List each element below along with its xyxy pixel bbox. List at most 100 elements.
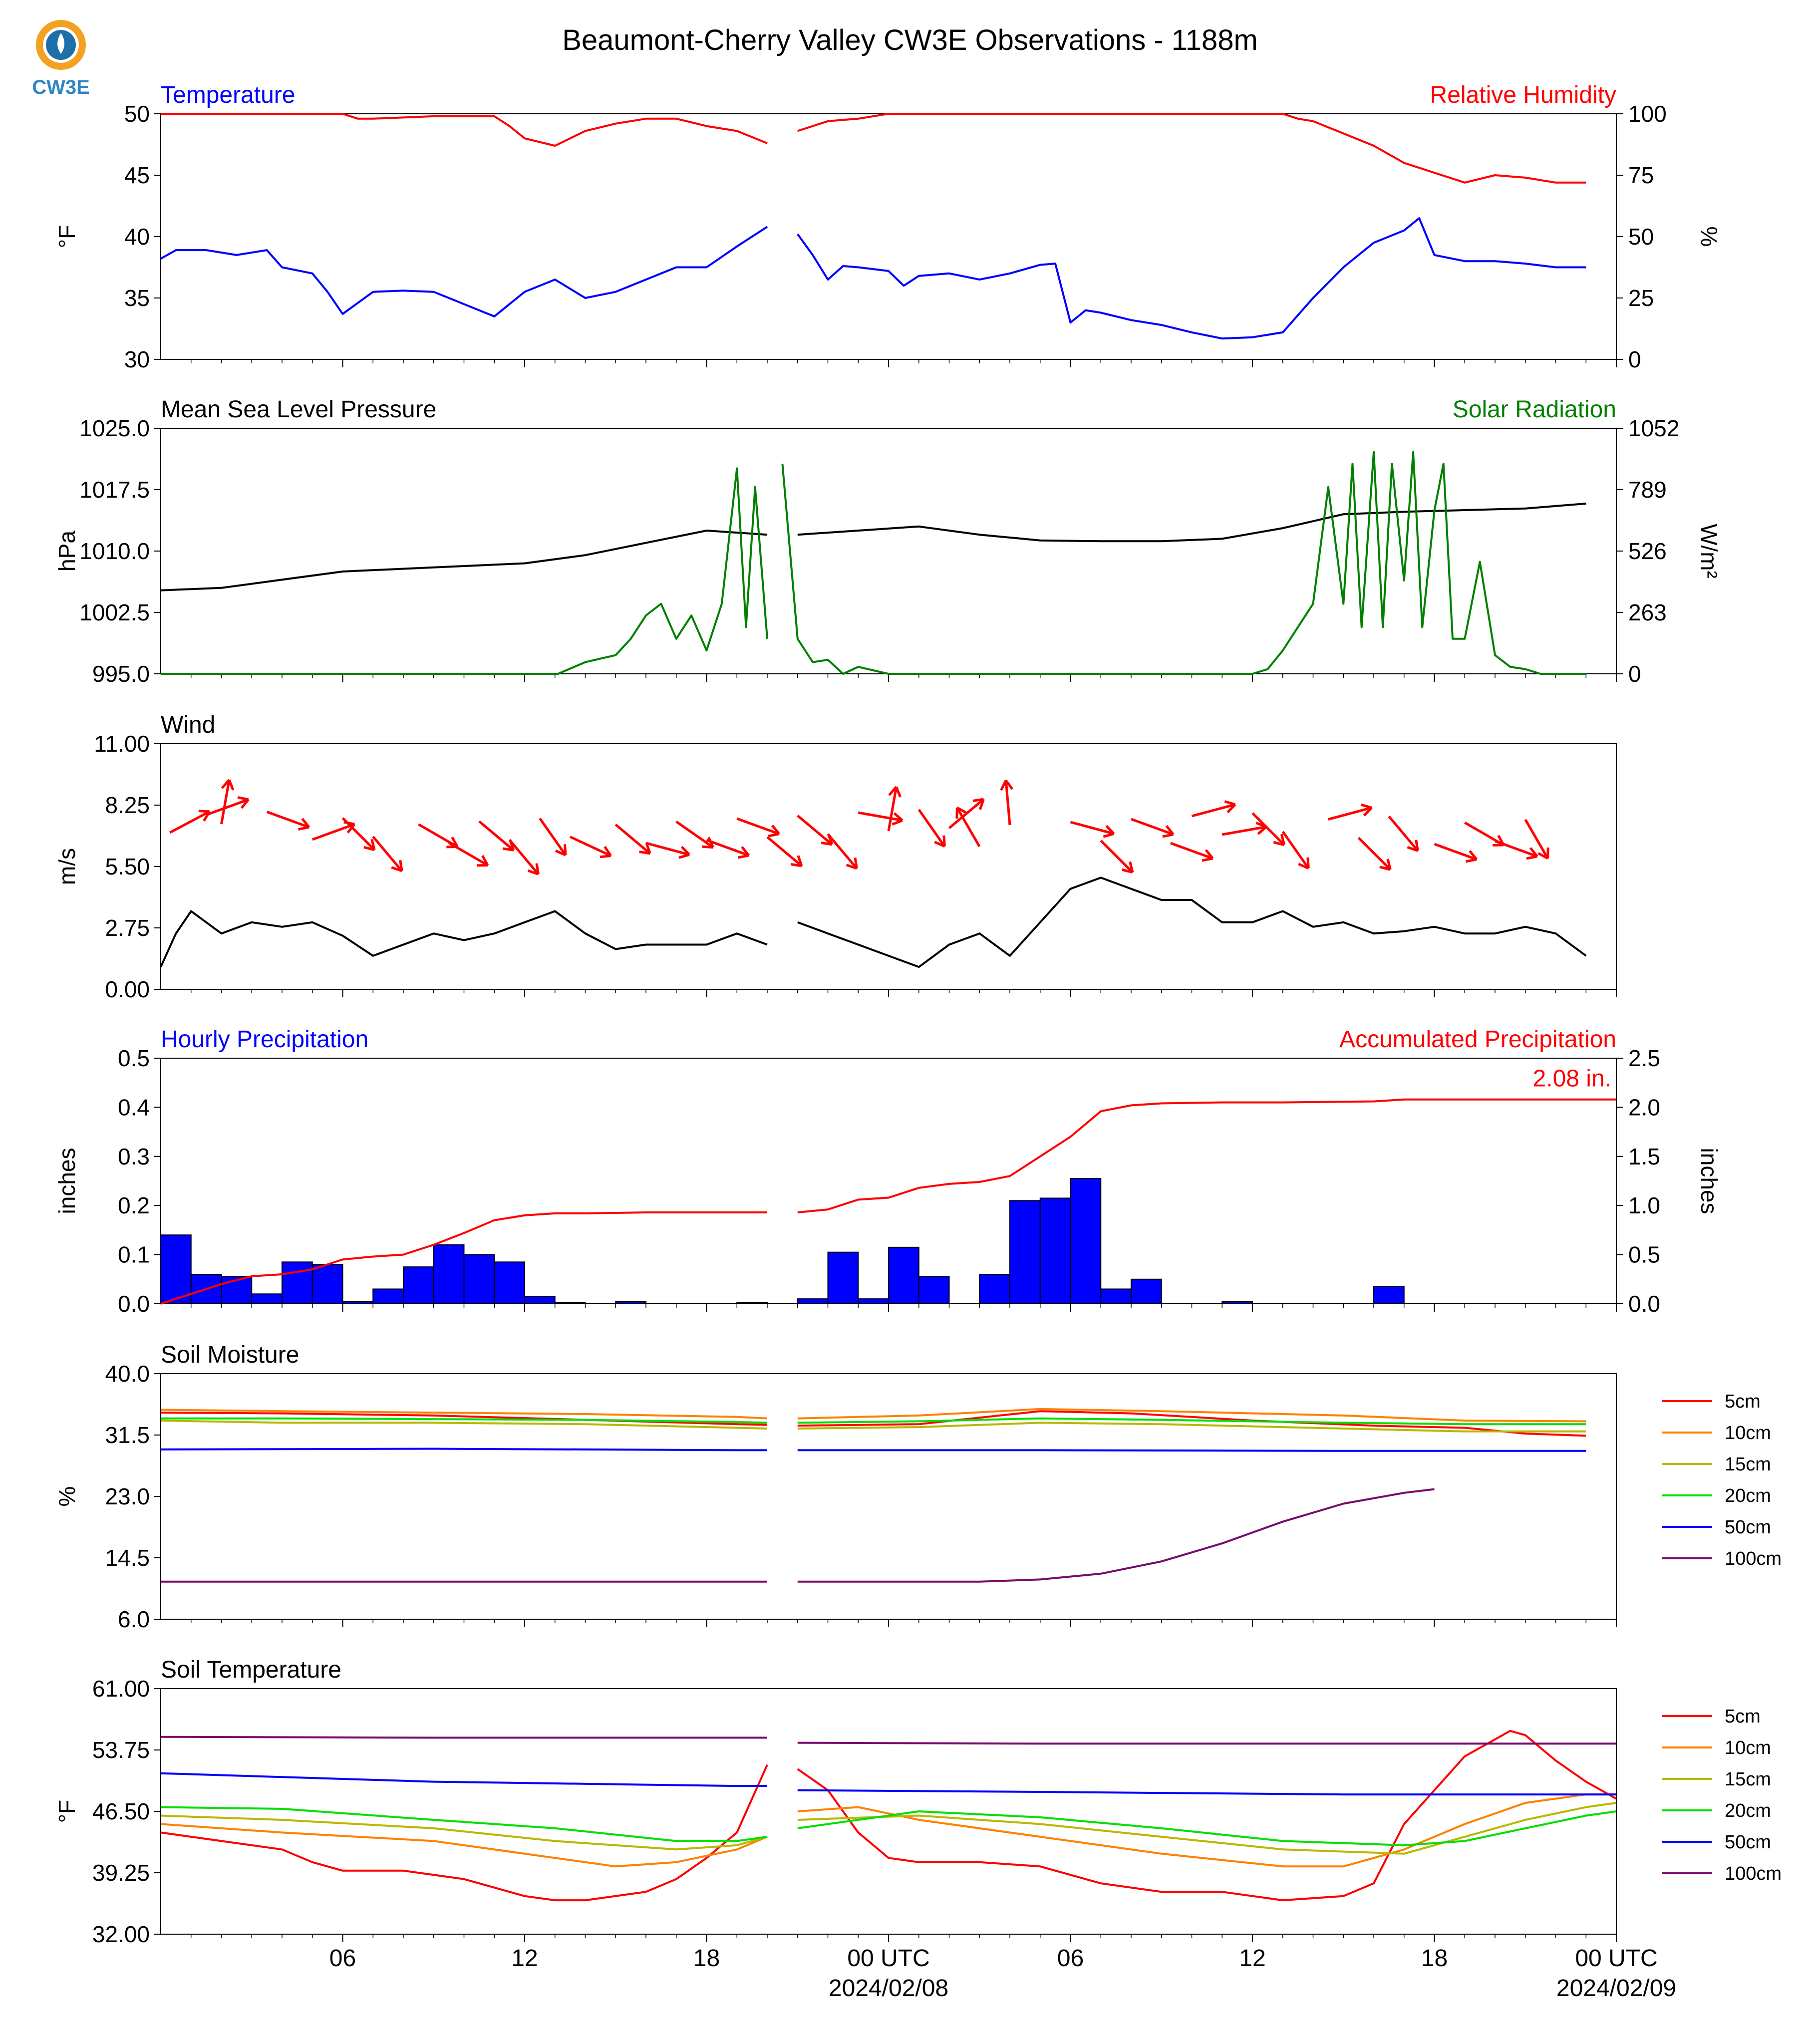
wind-arrow	[645, 842, 690, 856]
wind-arrow	[1434, 843, 1477, 861]
series-line-50cm	[160, 1448, 767, 1451]
legend-label: 20cm	[1725, 1485, 1771, 1506]
precip-bar	[918, 1276, 950, 1304]
series-line-15cm	[160, 1420, 768, 1430]
wind-arrow	[508, 839, 540, 875]
panel-4: Hourly Precipitation Accumulated Precipit…	[54, 1026, 1722, 1317]
y-tick-label: 40.0	[105, 1361, 150, 1387]
y-tick-label: 61.00	[92, 1676, 150, 1702]
panel-title-left: Wind	[161, 712, 215, 738]
wind-arrow-head	[1526, 855, 1538, 860]
wind-arrow	[917, 809, 946, 848]
wind-arrow-head	[1162, 833, 1174, 838]
legend-label: 50cm	[1725, 1832, 1771, 1853]
y-tick-label-right: 0.0	[1628, 1291, 1660, 1317]
wind-arrow	[1170, 842, 1213, 860]
series-line-50cm	[160, 1772, 767, 1787]
wind-arrow	[827, 833, 858, 869]
series-line-solar-radiation	[161, 467, 768, 675]
wind-arrow-head	[221, 779, 231, 789]
panel-title-left: Mean Sea Level Pressure	[161, 396, 436, 423]
wind-arrow	[372, 836, 403, 872]
wind-arrow	[1251, 812, 1285, 846]
x-tick-label: 12	[511, 1945, 538, 1972]
wind-arrow-head	[1386, 859, 1392, 870]
series-line-5cm	[160, 1412, 768, 1426]
series-line-100cm	[797, 1488, 1435, 1583]
wind-arrow-head	[821, 841, 833, 846]
wind-arrow-head	[978, 799, 985, 810]
wind-arrow-head	[228, 779, 235, 791]
y-tick-label-right: 0.5	[1628, 1242, 1660, 1268]
precip-bar	[888, 1246, 919, 1305]
panel-title-left: Soil Moisture	[161, 1342, 299, 1368]
accumulated-total-label: 2.08 in.	[1533, 1066, 1611, 1092]
series-line-10cm	[797, 1408, 1586, 1423]
wind-arrow-head	[934, 841, 945, 848]
wind-arrow-head	[301, 818, 310, 828]
precip-bar	[433, 1244, 465, 1304]
wind-arrow-head	[451, 837, 459, 848]
series-line-mean-sea-level-pressure	[160, 530, 768, 591]
series-line-100cm	[160, 1736, 767, 1739]
panel-title-right: Solar Radiation	[1453, 396, 1616, 423]
y-tick-label: 40	[124, 224, 150, 250]
legend-label: 100cm	[1725, 1548, 1782, 1569]
y-tick-label: 0.2	[118, 1192, 150, 1218]
precip-bar	[1039, 1197, 1071, 1304]
wind-arrow-head	[535, 863, 540, 874]
y-tick-label: 8.25	[105, 792, 150, 818]
series-line-wind-speed	[160, 910, 768, 968]
y-tick-label: 39.25	[92, 1860, 150, 1886]
wind-arrow-head	[1537, 852, 1548, 860]
wind-arrow-head	[771, 825, 780, 835]
legend-label: 100cm	[1725, 1863, 1782, 1884]
wind-arrow-head	[972, 798, 984, 803]
y-tick-label: 35	[124, 285, 150, 311]
wind-arrow-head	[1273, 841, 1285, 847]
wind-arrow	[614, 824, 651, 855]
wind-arrow-head	[1298, 863, 1309, 870]
wind-arrow-head	[237, 796, 249, 801]
series-line-solar-radiation	[781, 451, 1586, 675]
y-tick-label: 0.3	[118, 1144, 150, 1169]
y-tick-label: 0.00	[105, 976, 150, 1002]
y-tick-label-right: 1052	[1628, 415, 1679, 441]
y-tick-label: 46.50	[92, 1798, 150, 1824]
wind-arrow-head	[1205, 849, 1214, 860]
y-tick-label-right: 75	[1628, 162, 1654, 188]
wind-arrow	[1495, 840, 1538, 858]
wind-arrow-head	[888, 786, 898, 796]
y-tick-label-right: 100	[1628, 101, 1667, 127]
series-line-wind-speed	[797, 876, 1587, 968]
series-line-temperature	[160, 226, 768, 317]
precip-bar	[311, 1264, 343, 1305]
legend-label: 10cm	[1725, 1738, 1771, 1758]
precip-bar	[282, 1261, 313, 1305]
wind-arrow-head	[1105, 825, 1115, 835]
wind-arrow	[1281, 831, 1310, 869]
wind-arrow	[570, 836, 611, 857]
series-line-10cm	[160, 1409, 768, 1420]
wind-arrow-head	[956, 806, 967, 814]
wind-arrow	[766, 836, 803, 867]
wind-arrow-head	[790, 863, 802, 868]
series-line-20cm	[161, 1417, 768, 1424]
wind-arrow	[220, 779, 231, 825]
y-tick-label-right: 789	[1628, 477, 1667, 503]
wind-arrow	[1524, 819, 1549, 860]
y-tick-label-right: 50	[1628, 224, 1654, 250]
legend-label: 5cm	[1725, 1391, 1761, 1412]
wind-arrow-head	[854, 857, 858, 869]
y-tick-label: 2.75	[105, 915, 150, 941]
legend-label: 20cm	[1725, 1800, 1771, 1821]
panels: Temperature Relative Humidity 30 35 40 45 50 0 2…	[54, 82, 1782, 1947]
precip-bar	[615, 1301, 646, 1305]
wind-arrow-head	[346, 823, 356, 834]
left-axis-label: °F	[54, 225, 80, 249]
wind-arrow-head	[1469, 850, 1478, 861]
precip-bar	[221, 1276, 253, 1304]
wind-arrow	[948, 798, 985, 829]
wind-arrow	[1221, 825, 1267, 836]
y-tick-label: 30	[124, 346, 150, 372]
